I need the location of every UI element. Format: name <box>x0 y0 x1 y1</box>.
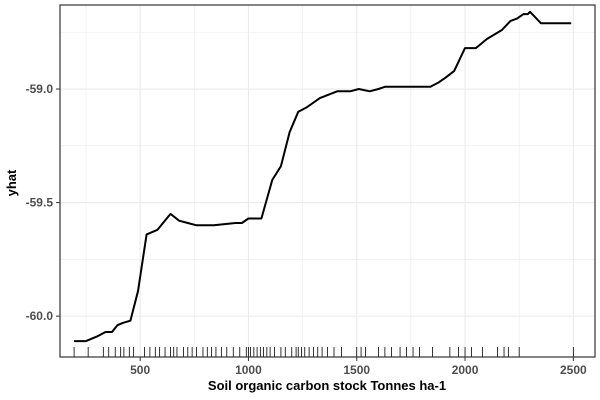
series-layer <box>74 10 572 343</box>
x-axis: 500 1000 1500 2000 2500 <box>130 357 587 377</box>
y-axis-title: yhat <box>4 169 19 196</box>
major-grid <box>60 5 595 357</box>
plot-background <box>60 5 595 357</box>
rug-layer <box>73 347 574 357</box>
x-tick-label: 1500 <box>343 363 370 377</box>
x-axis-title: Soil organic carbon stock Tonnes ha-1 <box>208 378 446 393</box>
y-tick-label: -60.0 <box>26 309 54 323</box>
x-tick-label: 2000 <box>452 363 479 377</box>
plot-border <box>59 4 596 358</box>
y-tick-label: -59.0 <box>26 82 54 96</box>
y-axis: -60.0 -59.5 -59.0 <box>26 82 60 323</box>
x-tick-label: 500 <box>130 363 150 377</box>
x-tick-label: 2500 <box>560 363 587 377</box>
x-tick-label: 1000 <box>235 363 262 377</box>
y-tick-label: -59.5 <box>26 196 54 210</box>
minor-grid <box>60 5 595 357</box>
series-line <box>74 10 572 343</box>
